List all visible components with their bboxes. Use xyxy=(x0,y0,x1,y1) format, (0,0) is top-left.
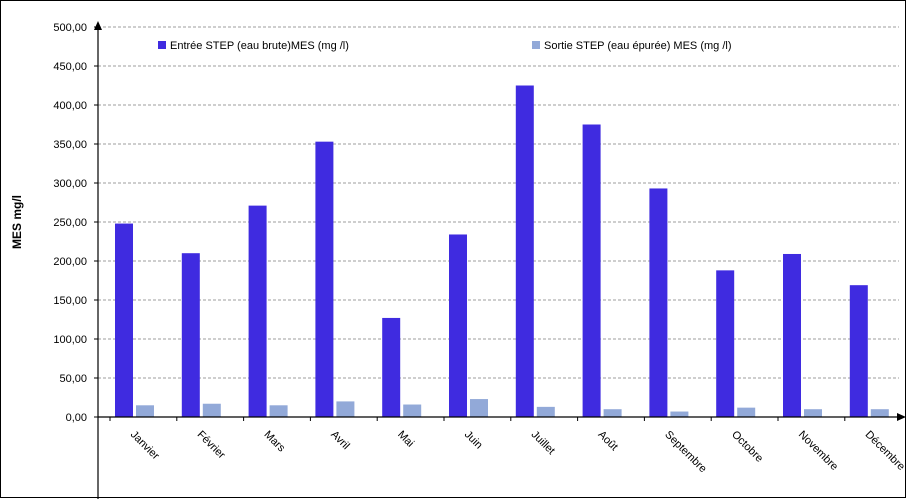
bar-sortie-0 xyxy=(136,405,154,417)
y-tick-label: 200,00 xyxy=(53,256,87,268)
y-axis-title: MES mg/l xyxy=(10,195,24,249)
x-category-label: Mars xyxy=(261,429,287,455)
bar-sortie-3 xyxy=(336,401,355,417)
legend-swatch-entree xyxy=(158,41,166,49)
y-tick-label: 150,00 xyxy=(53,295,87,307)
bar-sortie-2 xyxy=(269,405,288,417)
bar-sortie-10 xyxy=(804,409,822,417)
bar-sortie-5 xyxy=(470,399,488,417)
legend: Entrée STEP (eau brute)MES (mg /l) Sorti… xyxy=(158,40,731,52)
x-category-label: Octobre xyxy=(729,429,765,465)
bar-entree-7 xyxy=(582,124,601,417)
x-axis-category-labels: Janvier Février Mars Avril Mai Juin Juillet Aoû… xyxy=(109,417,907,476)
bar-entree-11 xyxy=(849,285,868,417)
y-tick-label: 50,00 xyxy=(59,373,87,385)
bar-entree-6 xyxy=(515,85,534,417)
x-category-label: Février xyxy=(195,429,228,462)
bar-entree-9 xyxy=(716,270,735,417)
x-category-label: Mai xyxy=(395,429,416,450)
bar-entree-2 xyxy=(248,205,267,417)
legend-label-entree: Entrée STEP (eau brute)MES (mg /l) xyxy=(170,40,349,52)
bar-entree-3 xyxy=(315,141,334,417)
x-category-label: Avril xyxy=(328,429,351,452)
bar-sortie-1 xyxy=(202,403,221,417)
y-tick-label: 450,00 xyxy=(53,61,87,73)
x-category-label: Janvier xyxy=(128,429,162,463)
y-axis-arrow xyxy=(94,21,102,30)
x-category-label: Juin xyxy=(462,429,485,452)
bar-entree-1 xyxy=(181,253,200,417)
y-tick-label: 350,00 xyxy=(53,139,87,151)
bar-sortie-6 xyxy=(536,406,555,417)
y-tick-label: 100,00 xyxy=(53,334,87,346)
x-category-label: Septembre xyxy=(662,429,709,476)
y-tick-label: 300,00 xyxy=(53,178,87,190)
bar-sortie-8 xyxy=(670,411,689,417)
x-axis-arrow xyxy=(897,413,906,421)
bar-entree-10 xyxy=(783,253,801,417)
bar-entree-4 xyxy=(382,317,401,417)
y-tick-label: 400,00 xyxy=(53,100,87,112)
bar-sortie-4 xyxy=(403,404,422,417)
y-tick-label: 0,00 xyxy=(66,412,87,424)
axes xyxy=(94,21,906,499)
x-category-label: Novembre xyxy=(796,429,840,473)
gridlines xyxy=(98,26,899,379)
bar-entree-0 xyxy=(115,223,133,417)
x-category-label: Décembre xyxy=(863,429,907,473)
bar-entree-5 xyxy=(449,234,467,417)
bar-entree-8 xyxy=(649,188,668,417)
legend-label-sortie: Sortie STEP (eau épurée) MES (mg /l) xyxy=(544,40,731,52)
bar-sortie-7 xyxy=(603,409,622,417)
legend-swatch-sortie xyxy=(532,41,540,49)
y-tick-label: 250,00 xyxy=(53,217,87,229)
y-tick-label: 500,00 xyxy=(53,22,87,34)
bar-sortie-9 xyxy=(737,407,756,417)
bars xyxy=(115,85,889,417)
y-axis-tick-labels: 0,00 50,00 100,00 150,00 200,00 250,00 300,00 3… xyxy=(53,22,98,424)
bar-sortie-11 xyxy=(870,409,889,417)
x-category-label: Juillet xyxy=(529,429,557,457)
x-category-label: Août xyxy=(595,429,619,453)
